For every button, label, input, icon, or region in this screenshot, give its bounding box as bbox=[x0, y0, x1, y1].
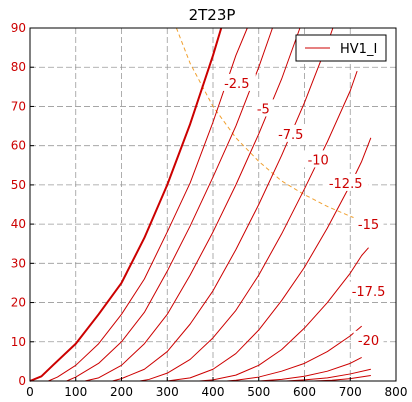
curve-label-bg bbox=[217, 73, 256, 91]
x-tick-label: 100 bbox=[64, 385, 87, 399]
y-tick-label: 10 bbox=[11, 335, 26, 349]
series-curve-10 bbox=[286, 368, 371, 382]
x-tick-label: 800 bbox=[385, 385, 408, 399]
series-curve-4 bbox=[112, 27, 334, 382]
y-tick-label: 30 bbox=[11, 256, 26, 270]
curve-label-bg bbox=[345, 281, 392, 299]
y-tick-label: 70 bbox=[11, 99, 26, 113]
curve-label-bg bbox=[322, 173, 369, 191]
series-curve-0 bbox=[29, 27, 223, 382]
curve-label: -17.5 bbox=[352, 285, 386, 300]
curve-label: -7.5 bbox=[278, 128, 303, 143]
legend-entry: HV1_I bbox=[340, 42, 377, 57]
y-tick-label: 50 bbox=[11, 178, 26, 192]
curves bbox=[29, 27, 372, 382]
legend: HV1_I bbox=[295, 34, 387, 62]
curve-label-bg bbox=[353, 330, 384, 348]
x-tick-label: 300 bbox=[156, 385, 179, 399]
x-tick-label: 0 bbox=[26, 385, 34, 399]
curve-label: -2.5 bbox=[224, 77, 249, 92]
x-tick-label: 500 bbox=[247, 385, 270, 399]
curve-label: -12.5 bbox=[329, 177, 363, 192]
load-line bbox=[175, 27, 372, 225]
series-curve-2 bbox=[66, 27, 273, 382]
axis-ticks: 0 100 200 300 400 500 600 700 800 0 10 20 30 40 50 60 70… bbox=[11, 21, 408, 399]
series-curve-1 bbox=[48, 27, 248, 382]
y-tick-label: 20 bbox=[11, 296, 26, 310]
curve-label: -10 bbox=[308, 153, 329, 168]
curve-label-bg bbox=[353, 215, 384, 233]
curve-label: -5 bbox=[257, 102, 270, 117]
curve-label-bg bbox=[252, 99, 275, 117]
y-tick-label: 0 bbox=[18, 374, 26, 388]
curve-label-bg bbox=[303, 150, 334, 168]
curve-label: -20 bbox=[358, 334, 379, 349]
series-curve-8 bbox=[226, 325, 363, 382]
y-tick-label: 80 bbox=[11, 60, 26, 74]
curve-label-bg bbox=[271, 124, 310, 142]
y-tick-label: 60 bbox=[11, 139, 26, 153]
curve-label: -15 bbox=[358, 218, 379, 233]
x-tick-label: 400 bbox=[202, 385, 225, 399]
y-tick-label: 40 bbox=[11, 217, 26, 231]
x-tick-label: 600 bbox=[293, 385, 316, 399]
x-tick-label: 200 bbox=[110, 385, 133, 399]
curve-labels: -2.5 -5 -7.5 -10-12.5 -15 -17.5 -20 bbox=[217, 73, 392, 349]
series-curve-9 bbox=[258, 357, 362, 382]
y-tick-label: 90 bbox=[11, 21, 26, 35]
series-curve-3 bbox=[84, 27, 301, 382]
grid-lines bbox=[30, 28, 396, 381]
series-curve-7 bbox=[199, 247, 369, 382]
series-curve-5 bbox=[139, 70, 358, 382]
x-tick-label: 700 bbox=[339, 385, 362, 399]
chart-title: 2T23P bbox=[189, 6, 236, 24]
